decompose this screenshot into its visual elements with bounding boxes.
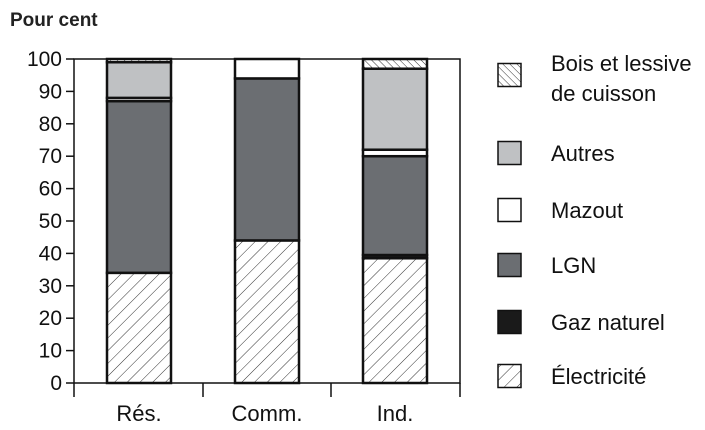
y-tick-label: 40: [39, 242, 62, 265]
y-tick-label: 30: [39, 275, 62, 298]
y-tick-label: 50: [39, 210, 62, 233]
legend-label: LGN: [551, 253, 596, 278]
legend-label: Mazout: [551, 198, 623, 223]
y-tick-label: 20: [39, 307, 62, 330]
y-tick-label: 70: [39, 145, 62, 168]
legend-label: de cuisson: [551, 81, 656, 106]
y-axis-title: Pour cent: [10, 10, 98, 31]
legend-label: Autres: [551, 141, 615, 166]
legend-swatch: [497, 309, 522, 335]
x-category-label: Comm.: [232, 401, 303, 426]
bar-segment: [361, 154, 429, 257]
plot-area: 0 10 20 30 40 50 60 70 80 90 100 Rés. Comm. Ind.: [27, 48, 461, 426]
legend-swatch: [497, 363, 522, 389]
y-tick-label: 90: [39, 80, 62, 103]
legend-swatch: [497, 252, 522, 278]
bar-segment: [233, 77, 301, 242]
legend-label: Électricité: [551, 364, 646, 389]
y-tick-label: 80: [39, 113, 62, 136]
legend: Bois et lessive de cuisson Autres Mazout LGN…: [497, 51, 692, 389]
x-category-label: Ind.: [377, 401, 414, 426]
bar-segment: [105, 60, 173, 100]
legend-swatch: [497, 197, 522, 223]
legend-swatch: [497, 140, 522, 166]
bar-segment: [361, 257, 429, 385]
x-category-label: Rés.: [116, 401, 161, 426]
y-tick-label: 100: [27, 48, 62, 71]
bar-segment: [233, 239, 301, 385]
bar-segment: [361, 57, 429, 70]
legend-label: Bois et lessive: [551, 51, 692, 76]
bar-segment: [105, 271, 173, 385]
y-tick-label: 60: [39, 178, 62, 201]
bar-segment: [361, 67, 429, 151]
bar-segment: [105, 99, 173, 275]
legend-swatch: [497, 62, 522, 88]
legend-label: Gaz naturel: [551, 310, 665, 335]
bar-segment: [233, 57, 301, 80]
y-tick-label: 10: [39, 340, 62, 363]
y-tick-label: 0: [50, 372, 62, 395]
